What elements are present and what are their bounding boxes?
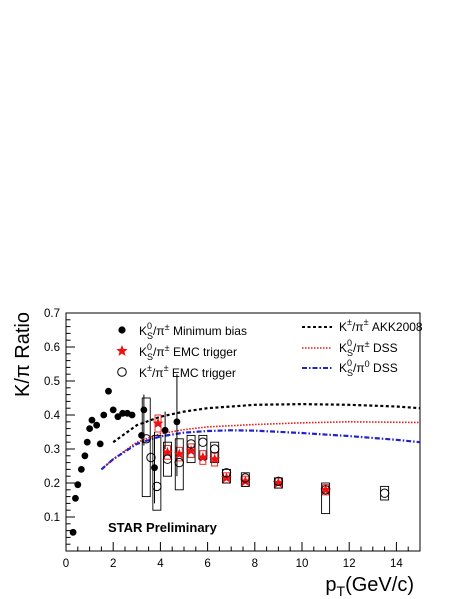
data-point: [141, 434, 151, 444]
data-point: [77, 466, 85, 473]
data-point: [185, 445, 197, 456]
x-axis-title: pT(GeV/c): [325, 574, 414, 599]
legend-right: K±/π± AKK2008 K0 S/π± DSS K0 S/π0 DSS: [302, 317, 423, 378]
x-tick-label: 12: [343, 558, 356, 570]
data-point: [379, 488, 390, 498]
legend-entry-kpm-emc: K±/π± EMC trigger: [117, 363, 236, 380]
legend-label-kpm-emc: K±/π± EMC trigger: [139, 363, 236, 380]
data-point: [173, 448, 185, 459]
data-point: [83, 438, 91, 446]
y-axis-title: K/π Ratio: [12, 312, 34, 397]
data-point: [162, 446, 173, 457]
data-point: [152, 481, 162, 492]
data-point: [273, 476, 284, 486]
data-point: [320, 485, 331, 495]
x-tick-label: 2: [110, 558, 116, 570]
theory-curve: [100, 429, 421, 471]
legend-entry-ks0-dss: K0 S/π± DSS: [302, 338, 398, 358]
legend-entry-akk2008: K±/π± AKK2008: [302, 317, 423, 334]
data-point: [105, 387, 112, 395]
star-preliminary-label: STAR Preliminary: [108, 520, 218, 535]
data-point: [81, 452, 89, 460]
y-tick-label: 0.7: [44, 308, 60, 320]
legend-label-ks0-emc: K0 S/π± EMC trigger: [139, 342, 237, 362]
legend-label-akk2008: K±/π± AKK2008: [339, 317, 423, 334]
y-tick-label: 0.6: [44, 342, 60, 354]
theory-curve: [100, 420, 421, 471]
theory-curve: [112, 403, 421, 444]
data-point: [146, 452, 156, 463]
data-point: [161, 426, 169, 434]
data-point: [119, 409, 127, 417]
sys-box: [152, 434, 162, 511]
data-point: [140, 406, 148, 414]
legend-left: K0 S/π± Minimum bias K0 S/π± EMC trigger K…: [116, 321, 247, 380]
legend-entry-ks0-minbias: K0 S/π± Minimum bias: [118, 321, 247, 341]
data-point: [174, 457, 184, 468]
legend-entry-ks0-emc: K0 S/π± EMC trigger: [116, 342, 237, 362]
y-tick-label: 0.1: [44, 512, 60, 524]
sys-box: [210, 441, 220, 464]
data-point: [114, 413, 122, 421]
legend-label-ks0-dss: K0 S/π± DSS: [339, 338, 398, 358]
x-tick-label: 0: [63, 558, 69, 570]
data-point: [69, 528, 77, 536]
data-point: [240, 475, 251, 486]
data-point: [100, 411, 108, 419]
y-tick-label: 0.5: [44, 376, 60, 388]
legend-marker-open-circle: [117, 367, 127, 377]
axis-tick-labels: 0 2 4 6 8 10 12 14 0.1 0.2 0.3 0.4 0.5 0.6 0.7: [44, 308, 403, 570]
axis-ticks: [65, 312, 421, 552]
y-tick-label: 0.4: [44, 410, 61, 422]
sys-box: [141, 397, 151, 498]
y-tick-label: 0.2: [44, 478, 60, 490]
data-point: [74, 481, 82, 489]
legend-entry-ks0-pi0-dss: K0 S/π0 DSS: [302, 358, 398, 378]
data-point: [209, 453, 221, 464]
data-point: [162, 454, 173, 464]
x-tick-label: 4: [157, 558, 164, 570]
data-point: [93, 421, 101, 429]
data-point: [186, 439, 196, 449]
data-point: [209, 444, 220, 454]
data-point: [221, 468, 232, 478]
data-markers: [69, 387, 390, 536]
data-point: [152, 417, 164, 429]
y-tick-label: 0.3: [44, 444, 60, 456]
data-point: [96, 440, 104, 448]
data-point: [128, 411, 136, 419]
theory-curves: [100, 403, 421, 471]
data-point: [72, 494, 79, 502]
x-tick-label: 6: [204, 558, 210, 570]
data-point: [173, 418, 181, 426]
legend-label-ks0-pi0-dss: K0 S/π0 DSS: [339, 358, 398, 378]
x-tick-label: 8: [252, 558, 258, 570]
data-point: [320, 484, 331, 495]
data-point: [273, 477, 284, 488]
data-point: [138, 432, 145, 439]
legend-marker-filled-circle: [118, 326, 126, 334]
legend-marker-star: [116, 345, 128, 356]
sys-box: [321, 482, 331, 515]
sys-box: [380, 485, 390, 501]
data-point: [151, 464, 158, 472]
data-point: [86, 425, 93, 432]
data-point: [88, 416, 96, 424]
data-point: [240, 473, 251, 483]
data-point: [109, 406, 117, 414]
x-tick-label: 14: [390, 558, 403, 570]
data-point: [198, 437, 208, 447]
data-point: [197, 451, 209, 463]
x-tick-label: 10: [296, 558, 309, 570]
legend-label-ks0-minbias: K0 S/π± Minimum bias: [139, 321, 247, 341]
